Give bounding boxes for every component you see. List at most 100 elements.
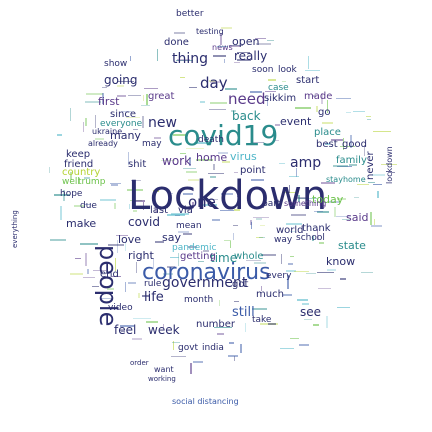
decor-mark (232, 224, 238, 227)
decor-mark (317, 211, 330, 213)
decor-mark (91, 285, 100, 288)
decor-mark (233, 209, 240, 211)
cloud-word: family (336, 155, 367, 166)
decor-mark (354, 196, 360, 199)
decor-mark (284, 191, 299, 194)
decor-mark (306, 272, 317, 275)
decor-mark (260, 323, 279, 325)
decor-mark (250, 222, 253, 230)
cloud-word: never (365, 151, 376, 180)
cloud-word: start (296, 75, 320, 86)
cloud-word: first (98, 95, 120, 108)
cloud-word: done (164, 37, 189, 48)
decor-mark (222, 161, 231, 163)
decor-mark (363, 145, 366, 157)
cloud-word: number (196, 319, 236, 330)
decor-mark (377, 190, 379, 198)
decor-mark (189, 86, 198, 89)
decor-mark (186, 147, 204, 150)
cloud-word: trump (78, 177, 106, 187)
cloud-word: new (148, 115, 177, 131)
decor-mark (331, 139, 343, 141)
decor-mark (251, 179, 264, 181)
decor-mark (258, 236, 266, 239)
decor-mark (141, 295, 149, 297)
decor-mark (290, 230, 297, 233)
decor-mark (268, 323, 276, 325)
decor-mark (171, 341, 181, 343)
decor-mark (130, 179, 142, 181)
decor-mark (107, 288, 114, 290)
cloud-word: world (276, 225, 304, 236)
cloud-word: rule (144, 279, 162, 289)
decor-mark (296, 299, 309, 301)
cloud-word: end (100, 269, 119, 280)
decor-mark (255, 236, 263, 239)
decor-mark (234, 300, 239, 303)
decor-mark (387, 171, 396, 174)
decor-mark (117, 80, 135, 83)
decor-mark (234, 171, 239, 174)
decor-mark (340, 145, 355, 148)
decor-mark (249, 91, 262, 93)
decor-mark (367, 181, 375, 184)
decor-mark (93, 269, 107, 271)
decor-mark (372, 183, 382, 185)
cloud-word: today (312, 193, 344, 206)
decor-mark (229, 240, 232, 248)
cloud-word: govt (178, 343, 199, 353)
decor-mark (180, 152, 186, 155)
cloud-word: work (162, 154, 192, 168)
cloud-word: working (148, 375, 176, 383)
cloud-word: said (346, 211, 369, 224)
cloud-word: month (184, 295, 214, 305)
cloud-word: via (178, 205, 193, 216)
decor-mark (143, 87, 159, 90)
cloud-word: state (338, 239, 366, 252)
cloud-word: Lockdown (128, 173, 328, 219)
decor-mark (286, 223, 303, 225)
decor-mark (326, 100, 328, 113)
decor-mark (313, 324, 319, 326)
decor-mark (360, 271, 373, 273)
decor-mark (208, 80, 216, 82)
decor-mark (156, 48, 159, 61)
decor-mark (299, 197, 317, 200)
cloud-word: need (228, 90, 266, 108)
cloud-word: love (118, 233, 142, 246)
decor-mark (200, 101, 205, 103)
decor-mark (121, 110, 133, 112)
decor-mark (133, 210, 138, 212)
cloud-word: right (128, 249, 154, 262)
decor-mark (286, 270, 297, 272)
decor-mark (318, 287, 331, 290)
cloud-word: social distancing (172, 397, 239, 406)
cloud-word: friend (64, 159, 94, 170)
decor-mark (353, 110, 366, 112)
decor-mark (114, 258, 117, 271)
decor-mark (142, 95, 144, 101)
decor-mark (342, 218, 350, 220)
decor-mark (146, 94, 148, 105)
cloud-word: still (232, 305, 255, 320)
decor-mark (321, 182, 336, 184)
decor-mark (220, 193, 233, 195)
cloud-word: thank (302, 223, 331, 234)
decor-mark (126, 116, 141, 119)
decor-mark (333, 165, 349, 167)
decor-mark (207, 172, 224, 175)
cloud-word: see (300, 305, 322, 319)
decor-mark (48, 167, 51, 173)
decor-mark (75, 257, 82, 259)
decor-mark (124, 242, 127, 251)
decor-mark (356, 183, 370, 185)
cloud-word: open (232, 35, 260, 48)
cloud-word: school (296, 233, 325, 243)
decor-mark (177, 59, 191, 61)
decor-mark (177, 252, 180, 267)
decor-mark (287, 275, 289, 289)
cloud-word: going (104, 73, 138, 87)
cloud-word: something (284, 199, 327, 208)
cloud-word: stayhome (326, 175, 366, 184)
cloud-word: already (88, 139, 118, 148)
